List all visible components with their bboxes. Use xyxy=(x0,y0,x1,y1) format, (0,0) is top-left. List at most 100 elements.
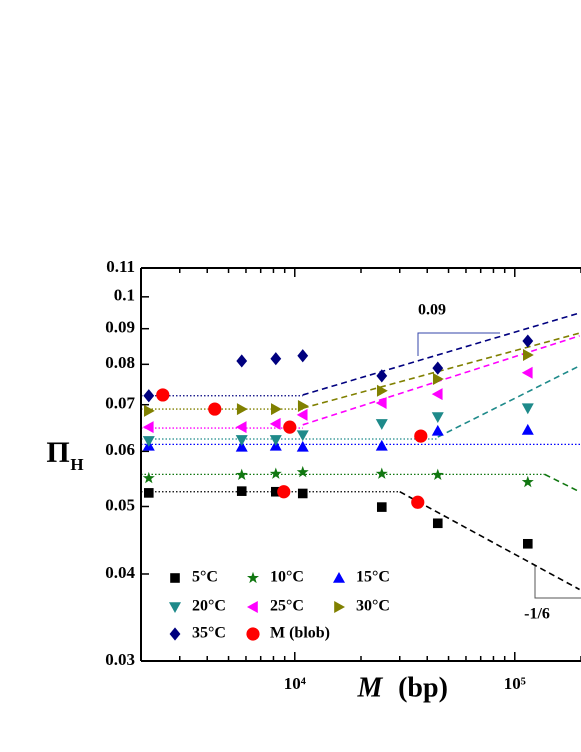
slope-label: 0.09 xyxy=(418,302,446,319)
data-point xyxy=(521,366,533,379)
data-point xyxy=(432,361,444,375)
data-point xyxy=(522,538,533,549)
data-point xyxy=(375,396,387,409)
legend-marker xyxy=(334,601,345,613)
data-point xyxy=(375,467,388,479)
data-point xyxy=(375,439,388,451)
data-point xyxy=(432,373,444,386)
data-point xyxy=(375,419,388,430)
data-point xyxy=(142,471,155,484)
data-point xyxy=(143,488,154,498)
y-tick-label: 0.1 xyxy=(114,286,135,305)
data-point xyxy=(277,485,291,499)
data-point xyxy=(236,354,248,368)
legend-marker xyxy=(169,602,181,613)
data-point xyxy=(522,349,534,362)
series xyxy=(143,486,533,549)
legend-marker xyxy=(169,627,181,641)
legend-label: 15°C xyxy=(356,569,390,586)
legend-label: 35°C xyxy=(192,625,226,642)
fit-line xyxy=(302,312,580,396)
x-tick-label: 10⁴ xyxy=(284,674,306,693)
fit-line xyxy=(399,491,580,591)
data-point xyxy=(296,430,309,442)
data-point xyxy=(283,420,297,434)
y-axis-title-sub: H xyxy=(70,455,83,474)
legend-marker xyxy=(246,627,260,641)
data-point xyxy=(271,403,282,416)
x-tick-label: 10⁵ xyxy=(504,674,526,693)
data-point xyxy=(235,421,247,434)
data-point xyxy=(156,388,170,402)
data-point xyxy=(269,435,282,446)
fit-line xyxy=(437,365,580,438)
legend-marker xyxy=(247,571,259,584)
data-point xyxy=(296,408,308,421)
x-axis-unit: (bp) xyxy=(398,672,448,703)
series xyxy=(143,334,534,403)
y-tick-label: 0.11 xyxy=(106,257,135,276)
data-point xyxy=(143,389,155,403)
data-point xyxy=(431,424,444,436)
data-point xyxy=(270,352,282,366)
data-point xyxy=(432,518,443,529)
legend-label: 30°C xyxy=(356,598,390,615)
data-point xyxy=(142,421,154,434)
legend-label: 20°C xyxy=(192,598,226,615)
legend-label: M (blob) xyxy=(270,625,330,642)
data-point xyxy=(431,468,444,481)
series xyxy=(142,423,534,452)
series xyxy=(142,366,533,434)
y-tick-label: 0.05 xyxy=(105,495,135,514)
data-point xyxy=(411,495,425,509)
slope-label: -1/6 xyxy=(524,606,550,623)
y-tick-label: 0.08 xyxy=(105,353,135,372)
data-point xyxy=(143,404,155,417)
data-point xyxy=(521,475,534,488)
data-point xyxy=(269,467,282,479)
data-point xyxy=(522,334,534,348)
data-point xyxy=(431,412,444,424)
data-point xyxy=(431,388,443,401)
data-point xyxy=(376,384,388,397)
data-point xyxy=(297,349,309,363)
series xyxy=(142,403,534,447)
legend-label: 10°C xyxy=(270,569,304,586)
legend-label: 25°C xyxy=(270,598,304,615)
data-point xyxy=(208,402,222,416)
y-tick-label: 0.06 xyxy=(105,440,135,459)
data-point xyxy=(376,369,388,383)
data-point xyxy=(297,488,308,499)
data-point xyxy=(521,423,534,435)
legend-label: 5°C xyxy=(192,569,218,586)
y-tick-label: 0.07 xyxy=(105,394,135,413)
data-point xyxy=(521,403,534,415)
y-tick-label: 0.04 xyxy=(105,563,135,582)
legend-marker xyxy=(247,601,258,613)
data-point xyxy=(296,440,309,452)
series xyxy=(143,349,534,417)
x-axis-title: M xyxy=(357,672,384,703)
data-point xyxy=(297,400,309,413)
series xyxy=(142,465,534,488)
y-axis-title: Π xyxy=(46,436,69,469)
y-tick-label: 0.09 xyxy=(105,318,135,337)
series xyxy=(156,388,428,509)
data-point xyxy=(235,435,248,446)
data-point xyxy=(236,403,248,416)
fit-line xyxy=(544,473,580,493)
data-point xyxy=(235,440,248,452)
slope-bracket xyxy=(417,332,500,356)
data-point xyxy=(236,486,247,496)
data-point xyxy=(142,436,155,447)
data-point xyxy=(414,429,428,443)
data-point xyxy=(235,468,248,481)
slope-bracket xyxy=(534,565,581,599)
y-tick-label: 0.03 xyxy=(105,650,135,669)
data-point xyxy=(296,465,309,478)
legend-marker xyxy=(170,573,180,583)
data-point xyxy=(269,417,281,430)
fit-line xyxy=(302,332,580,409)
data-point xyxy=(376,502,387,512)
